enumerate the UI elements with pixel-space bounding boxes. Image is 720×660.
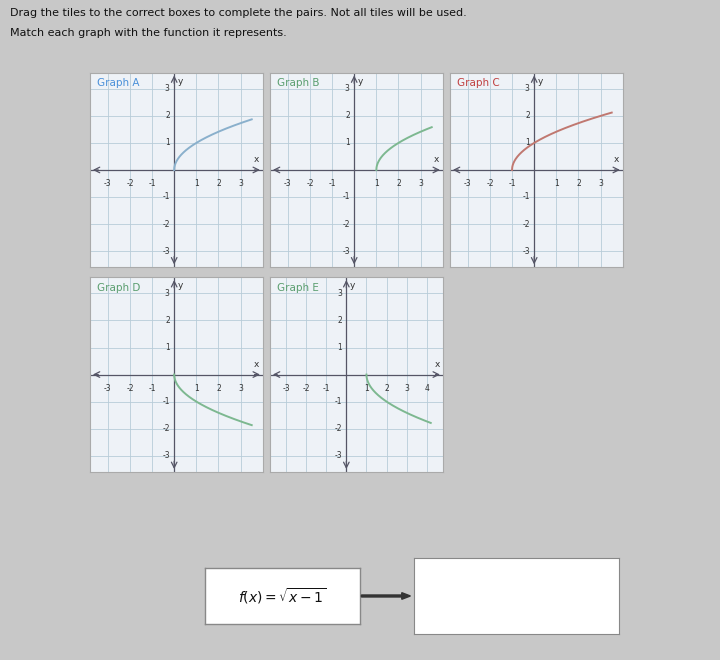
Text: -1: -1: [148, 180, 156, 188]
Text: -1: -1: [522, 193, 530, 201]
Text: Graph A: Graph A: [97, 79, 140, 88]
Text: y: y: [358, 77, 364, 86]
Text: 3: 3: [165, 289, 170, 298]
Text: -3: -3: [282, 384, 290, 393]
Text: 2: 2: [165, 316, 170, 325]
Text: 2: 2: [525, 112, 530, 120]
Text: y: y: [538, 77, 544, 86]
Text: 3: 3: [238, 384, 243, 393]
Text: -2: -2: [342, 220, 350, 228]
Text: 3: 3: [345, 84, 350, 93]
Text: -2: -2: [126, 384, 134, 393]
Text: Match each graph with the function it represents.: Match each graph with the function it re…: [10, 28, 287, 38]
Text: Graph B: Graph B: [277, 79, 320, 88]
Text: -1: -1: [162, 193, 170, 201]
Text: 2: 2: [576, 180, 581, 188]
Text: x: x: [254, 360, 259, 368]
Text: 3: 3: [338, 289, 342, 298]
Text: -2: -2: [302, 384, 310, 393]
Text: y: y: [178, 281, 184, 290]
Text: -2: -2: [162, 220, 170, 228]
Text: y: y: [350, 281, 356, 290]
Text: -1: -1: [323, 384, 330, 393]
Text: -3: -3: [342, 247, 350, 255]
Text: -3: -3: [104, 180, 112, 188]
Text: -3: -3: [284, 180, 292, 188]
Text: -3: -3: [162, 247, 170, 255]
Text: Graph C: Graph C: [457, 79, 500, 88]
Text: y: y: [178, 77, 184, 86]
Text: 3: 3: [238, 180, 243, 188]
Text: $f(x) = \sqrt{x-1}$: $f(x) = \sqrt{x-1}$: [238, 585, 327, 606]
Text: -2: -2: [522, 220, 530, 228]
Text: -1: -1: [328, 180, 336, 188]
Text: Graph E: Graph E: [277, 283, 319, 293]
Text: 2: 2: [216, 180, 221, 188]
Text: x: x: [254, 155, 259, 164]
Text: -1: -1: [508, 180, 516, 188]
Text: 1: 1: [525, 139, 530, 147]
Text: -3: -3: [104, 384, 112, 393]
Text: 3: 3: [525, 84, 530, 93]
Text: -2: -2: [306, 180, 314, 188]
Text: -1: -1: [335, 397, 342, 406]
Text: -2: -2: [126, 180, 134, 188]
Text: 1: 1: [338, 343, 342, 352]
Text: -1: -1: [162, 397, 170, 406]
Text: -2: -2: [486, 180, 494, 188]
Text: -3: -3: [335, 451, 342, 460]
Text: 1: 1: [345, 139, 350, 147]
Text: 1: 1: [165, 139, 170, 147]
Text: -1: -1: [342, 193, 350, 201]
Text: -1: -1: [148, 384, 156, 393]
Text: 2: 2: [165, 112, 170, 120]
Text: Graph D: Graph D: [97, 283, 140, 293]
Text: 1: 1: [165, 343, 170, 352]
Text: -3: -3: [464, 180, 472, 188]
Text: x: x: [434, 360, 440, 368]
Text: -3: -3: [522, 247, 530, 255]
Text: -2: -2: [162, 424, 170, 433]
Text: 2: 2: [216, 384, 221, 393]
Text: 2: 2: [345, 112, 350, 120]
Text: 1: 1: [374, 180, 379, 188]
Text: 1: 1: [194, 180, 199, 188]
Text: -2: -2: [335, 424, 342, 433]
Text: 3: 3: [598, 180, 603, 188]
Text: -3: -3: [162, 451, 170, 460]
Text: x: x: [434, 155, 439, 164]
Text: 2: 2: [338, 316, 342, 325]
Text: 1: 1: [364, 384, 369, 393]
Text: 3: 3: [404, 384, 409, 393]
Text: 4: 4: [424, 384, 429, 393]
Text: 3: 3: [165, 84, 170, 93]
Text: 2: 2: [396, 180, 401, 188]
Text: 2: 2: [384, 384, 389, 393]
Text: x: x: [614, 155, 619, 164]
Text: 1: 1: [554, 180, 559, 188]
Text: 3: 3: [418, 180, 423, 188]
Text: Drag the tiles to the correct boxes to complete the pairs. Not all tiles will be: Drag the tiles to the correct boxes to c…: [10, 8, 467, 18]
Text: 1: 1: [194, 384, 199, 393]
